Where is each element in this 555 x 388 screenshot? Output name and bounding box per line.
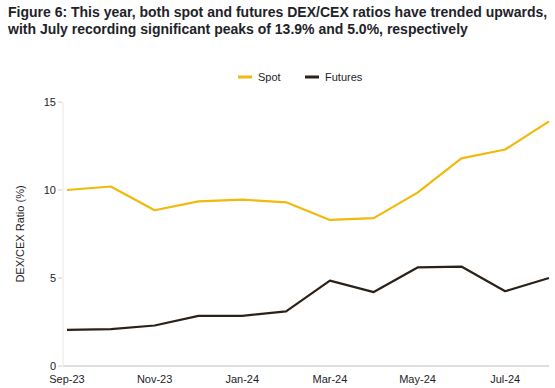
y-tick [58,366,62,367]
y-tick-label: 10 [44,184,56,196]
y-tick [58,190,62,191]
y-tick-label: 0 [50,360,56,372]
x-tick-label: Mar-24 [312,373,347,385]
legend-swatch [238,76,252,79]
series-line [67,121,549,220]
x-tick-label: Jan-24 [225,373,259,385]
chart-canvas: DEX/CEX Ratio (%) 0 5 10 15 Sep-23 Nov-23 Jan-2… [0,0,555,388]
series-line [67,267,549,330]
x-tick-label: Sep-23 [49,373,84,385]
x-axis-line [63,366,549,367]
plot-area [67,121,549,330]
y-tick [58,278,62,279]
legend-label: Spot [258,71,281,83]
y-axis-label: DEX/CEX Ratio (%) [14,185,26,282]
legend-label: Futures [325,71,363,83]
chart-title: Figure 6: This year, both spot and futur… [8,4,548,38]
x-tick-label: May-24 [399,373,436,385]
y-axis-line [63,102,64,366]
y-tick [58,102,62,103]
x-tick-label: Nov-23 [137,373,172,385]
y-tick-label: 5 [50,272,56,284]
y-tick-label: 15 [44,96,56,108]
x-tick-label: Jul-24 [490,373,520,385]
legend-swatch [305,76,319,79]
